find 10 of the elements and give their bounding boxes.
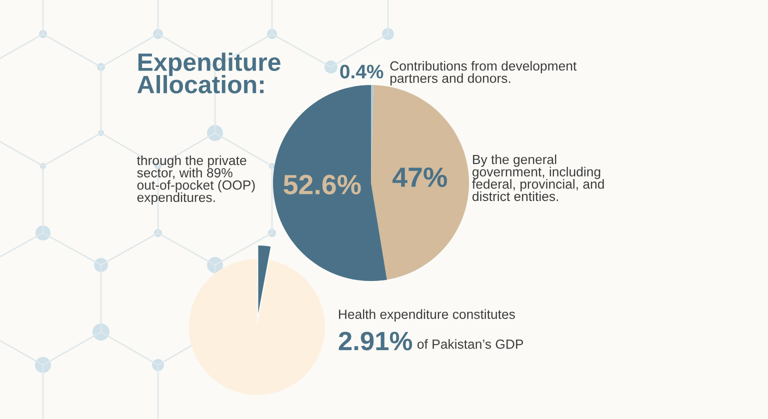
text: of Pakistan’s GDP	[417, 339, 524, 349]
chart-title: Expenditure Allocation:	[137, 52, 280, 94]
slice-label: Contributions from development partners and donors.	[390, 60, 577, 86]
data-label: 47%	[392, 167, 447, 188]
data-label: 52.6%	[284, 174, 361, 194]
text: Health expenditure constitutes	[339, 309, 515, 322]
slice-label: By the general government, including federal, provincial, and district entities.	[472, 154, 604, 202]
slice-label: through the private sector, with 89% out-of-pocket (OOP) expenditures.	[136, 155, 255, 205]
data-label: 0.4%	[340, 64, 384, 78]
text: 2.91%	[338, 332, 412, 350]
